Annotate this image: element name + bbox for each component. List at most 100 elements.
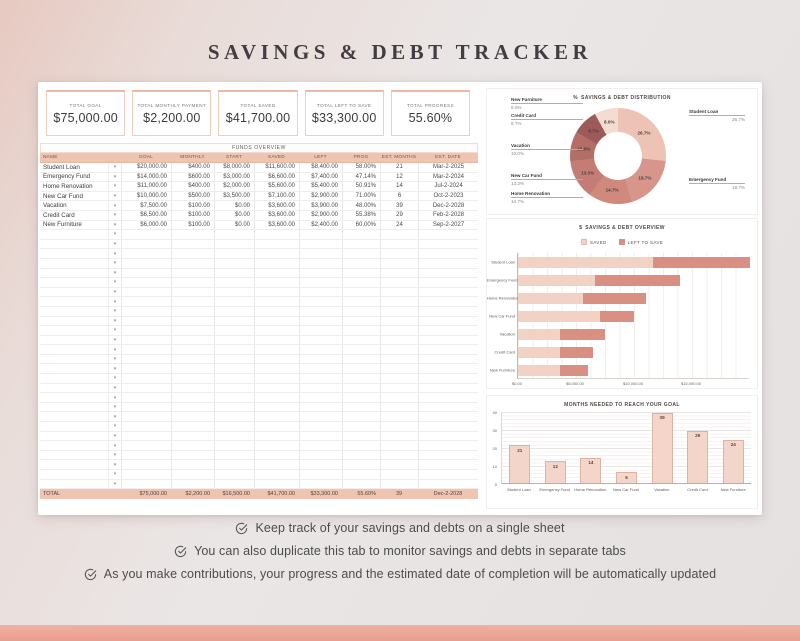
- name-cell[interactable]: [40, 422, 108, 431]
- value-cell[interactable]: [254, 306, 299, 316]
- value-cell[interactable]: Sep-2-2027: [418, 220, 478, 230]
- dropdown-icon[interactable]: ▾: [108, 345, 121, 354]
- value-cell[interactable]: [380, 393, 418, 402]
- value-cell[interactable]: [342, 297, 380, 306]
- value-cell[interactable]: $3,900.00: [299, 201, 342, 210]
- value-cell[interactable]: [380, 249, 418, 258]
- value-cell[interactable]: [171, 374, 214, 383]
- value-cell[interactable]: 58.00%: [342, 163, 380, 172]
- dropdown-icon[interactable]: ▾: [108, 201, 121, 210]
- value-cell[interactable]: [214, 402, 254, 412]
- value-cell[interactable]: [418, 470, 478, 479]
- value-cell[interactable]: [380, 374, 418, 383]
- value-cell[interactable]: [299, 326, 342, 335]
- value-cell[interactable]: [380, 230, 418, 239]
- name-cell[interactable]: [40, 336, 108, 345]
- dropdown-icon[interactable]: ▾: [108, 220, 121, 230]
- name-cell[interactable]: Emergency Fund: [43, 173, 91, 181]
- value-cell[interactable]: [171, 345, 214, 354]
- value-cell[interactable]: [254, 470, 299, 479]
- value-cell[interactable]: $11,000.00: [121, 182, 171, 191]
- value-cell[interactable]: [171, 460, 214, 469]
- value-cell[interactable]: [214, 239, 254, 249]
- dropdown-icon[interactable]: ▾: [108, 479, 121, 489]
- name-cell[interactable]: Credit Card: [43, 211, 75, 219]
- value-cell[interactable]: Jul-2-2024: [418, 182, 478, 191]
- value-cell[interactable]: [121, 412, 171, 422]
- value-cell[interactable]: [214, 383, 254, 393]
- value-cell[interactable]: $3,600.00: [254, 201, 299, 210]
- value-cell[interactable]: [342, 268, 380, 278]
- value-cell[interactable]: [214, 258, 254, 268]
- value-cell[interactable]: [214, 479, 254, 489]
- value-cell[interactable]: $3,500.00: [214, 191, 254, 201]
- value-cell[interactable]: [342, 278, 380, 287]
- value-cell[interactable]: [342, 364, 380, 374]
- value-cell[interactable]: [121, 422, 171, 431]
- dropdown-icon[interactable]: ▾: [108, 268, 121, 278]
- value-cell[interactable]: [380, 402, 418, 412]
- value-cell[interactable]: [171, 249, 214, 258]
- value-cell[interactable]: [254, 326, 299, 335]
- value-cell[interactable]: [380, 441, 418, 450]
- value-cell[interactable]: 47.14%: [342, 172, 380, 182]
- dropdown-icon[interactable]: ▾: [108, 441, 121, 450]
- dropdown-icon[interactable]: ▾: [108, 422, 121, 431]
- value-cell[interactable]: Mar-2-2025: [418, 163, 478, 172]
- dropdown-icon[interactable]: ▾: [108, 210, 121, 220]
- name-cell[interactable]: [40, 269, 108, 278]
- value-cell[interactable]: $5,400.00: [299, 182, 342, 191]
- value-cell[interactable]: [121, 450, 171, 460]
- value-cell[interactable]: [380, 326, 418, 335]
- value-cell[interactable]: $0.00: [214, 220, 254, 230]
- value-cell[interactable]: [121, 230, 171, 239]
- dropdown-icon[interactable]: ▾: [108, 297, 121, 306]
- value-cell[interactable]: [171, 450, 214, 460]
- value-cell[interactable]: [171, 402, 214, 412]
- value-cell[interactable]: [299, 450, 342, 460]
- value-cell[interactable]: [299, 441, 342, 450]
- name-cell[interactable]: [40, 249, 108, 258]
- value-cell[interactable]: [214, 354, 254, 364]
- value-cell[interactable]: [299, 470, 342, 479]
- value-cell[interactable]: [171, 479, 214, 489]
- name-cell[interactable]: [40, 470, 108, 479]
- value-cell[interactable]: [380, 316, 418, 326]
- value-cell[interactable]: [254, 460, 299, 469]
- name-cell[interactable]: [40, 230, 108, 239]
- value-cell[interactable]: [299, 278, 342, 287]
- value-cell[interactable]: [299, 230, 342, 239]
- value-cell[interactable]: [171, 431, 214, 441]
- value-cell[interactable]: [418, 393, 478, 402]
- value-cell[interactable]: Dec-2-2028: [418, 201, 478, 210]
- value-cell[interactable]: [342, 354, 380, 364]
- value-cell[interactable]: [171, 258, 214, 268]
- value-cell[interactable]: [418, 364, 478, 374]
- value-cell[interactable]: [121, 278, 171, 287]
- value-cell[interactable]: [171, 470, 214, 479]
- value-cell[interactable]: [121, 354, 171, 364]
- value-cell[interactable]: [299, 268, 342, 278]
- value-cell[interactable]: [214, 412, 254, 422]
- value-cell[interactable]: $10,000.00: [121, 191, 171, 201]
- value-cell[interactable]: [418, 316, 478, 326]
- name-cell[interactable]: [40, 441, 108, 450]
- dropdown-icon[interactable]: ▾: [108, 450, 121, 460]
- value-cell[interactable]: [342, 345, 380, 354]
- value-cell[interactable]: [418, 383, 478, 393]
- value-cell[interactable]: [418, 239, 478, 249]
- value-cell[interactable]: [418, 402, 478, 412]
- dropdown-icon[interactable]: ▾: [108, 470, 121, 479]
- value-cell[interactable]: [121, 364, 171, 374]
- value-cell[interactable]: [214, 393, 254, 402]
- value-cell[interactable]: [171, 297, 214, 306]
- value-cell[interactable]: [342, 306, 380, 316]
- value-cell[interactable]: [342, 287, 380, 297]
- dropdown-icon[interactable]: ▾: [108, 306, 121, 316]
- value-cell[interactable]: 12: [380, 172, 418, 182]
- value-cell[interactable]: [254, 230, 299, 239]
- value-cell[interactable]: [380, 450, 418, 460]
- value-cell[interactable]: [214, 335, 254, 345]
- value-cell[interactable]: [299, 258, 342, 268]
- dropdown-icon[interactable]: ▾: [108, 316, 121, 326]
